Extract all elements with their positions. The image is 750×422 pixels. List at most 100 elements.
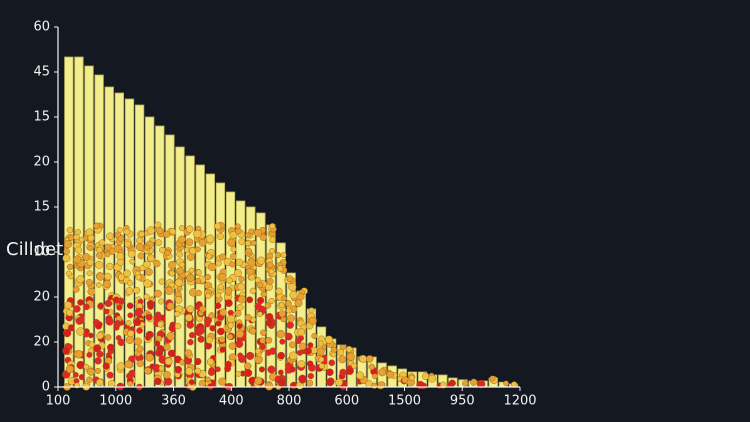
texture-dot — [164, 357, 173, 366]
texture-dot — [281, 295, 287, 302]
texture-dot — [96, 378, 104, 387]
texture-dot — [95, 260, 104, 269]
texture-dot — [372, 373, 378, 380]
y-axis-label: Cilldet — [6, 239, 63, 260]
texture-dot — [246, 351, 255, 360]
texture-dot — [117, 338, 125, 347]
texture-dot — [176, 251, 183, 258]
texture-dot — [217, 327, 225, 336]
texture-dot — [205, 234, 215, 243]
texture-dot — [127, 302, 134, 309]
texture-dot — [194, 359, 201, 366]
texture-dot — [408, 374, 415, 381]
texture-dot — [359, 354, 368, 363]
texture-dot — [328, 359, 336, 367]
texture-dot — [83, 363, 90, 370]
texture-dot — [186, 305, 195, 313]
texture-dot — [294, 299, 303, 308]
texture-dot — [260, 291, 267, 298]
texture-dot — [75, 229, 81, 235]
texture-dot — [97, 302, 105, 310]
texture-dot — [138, 231, 145, 238]
texture-dot — [226, 314, 235, 324]
texture-dot — [306, 360, 314, 367]
texture-dot — [163, 343, 171, 351]
texture-dot — [87, 368, 95, 376]
texture-dot — [93, 344, 102, 353]
texture-dot — [377, 381, 386, 390]
texture-dot — [64, 301, 72, 309]
texture-dot — [305, 347, 312, 355]
texture-dot — [169, 228, 176, 235]
texture-dot — [66, 226, 74, 234]
texture-dot — [104, 251, 111, 258]
texture-dot — [278, 301, 285, 308]
texture-dot — [167, 349, 176, 358]
texture-dot — [133, 318, 142, 327]
texture-dot — [447, 381, 453, 388]
texture-dot — [225, 299, 233, 307]
texture-dot — [144, 367, 152, 375]
texture-dot — [185, 367, 194, 376]
texture-dot — [116, 252, 125, 261]
texture-dot — [285, 307, 292, 314]
texture-dot — [308, 307, 315, 314]
texture-dot — [96, 272, 105, 281]
texture-dot — [218, 336, 226, 343]
texture-dot — [96, 246, 103, 254]
texture-dot — [204, 274, 212, 281]
texture-dot — [102, 362, 110, 370]
texture-dot — [113, 324, 120, 331]
texture-dot — [158, 365, 165, 372]
texture-dot — [127, 329, 135, 337]
texture-dot — [144, 244, 150, 251]
texture-dot — [107, 379, 116, 388]
texture-dot — [266, 277, 274, 285]
texture-dot — [308, 316, 317, 325]
texture-dot — [83, 328, 90, 335]
texture-dot — [249, 327, 257, 335]
texture-dot — [230, 253, 237, 261]
texture-dot — [135, 274, 142, 281]
texture-dot — [62, 254, 71, 263]
texture-dot — [229, 261, 236, 268]
texture-dot — [248, 228, 254, 235]
texture-dot — [106, 232, 114, 241]
texture-dot — [298, 374, 307, 383]
texture-dot — [208, 312, 215, 319]
texture-dot — [195, 269, 202, 276]
texture-dot — [66, 263, 74, 271]
texture-dot — [208, 262, 217, 272]
texture-dot — [234, 223, 241, 230]
texture-dot — [95, 322, 102, 330]
texture-dot — [174, 278, 183, 287]
texture-dot — [62, 347, 70, 355]
texture-dot — [96, 332, 104, 340]
texture-dot — [265, 349, 272, 356]
texture-dot — [136, 360, 144, 368]
texture-dot — [345, 345, 353, 353]
texture-dot — [197, 335, 205, 343]
texture-dot — [137, 252, 145, 260]
texture-dot — [164, 377, 173, 386]
texture-dot — [106, 262, 114, 271]
texture-dot — [136, 327, 143, 334]
texture-dot — [275, 287, 283, 295]
texture-dot — [330, 351, 337, 358]
texture-dot — [267, 365, 276, 374]
texture-dot — [199, 305, 206, 313]
texture-dot — [339, 368, 347, 376]
texture-dot — [103, 280, 111, 289]
texture-dot — [128, 369, 136, 378]
texture-dot — [230, 246, 237, 253]
texture-dot — [127, 380, 133, 387]
y-tick-label: 45 — [33, 65, 50, 80]
texture-dot — [145, 353, 154, 362]
texture-dot — [68, 234, 75, 241]
texture-dot — [244, 314, 252, 322]
texture-dot — [297, 328, 306, 337]
texture-dot — [86, 376, 93, 383]
texture-dot — [179, 261, 185, 268]
texture-dot — [298, 342, 307, 351]
texture-dot — [219, 253, 227, 261]
